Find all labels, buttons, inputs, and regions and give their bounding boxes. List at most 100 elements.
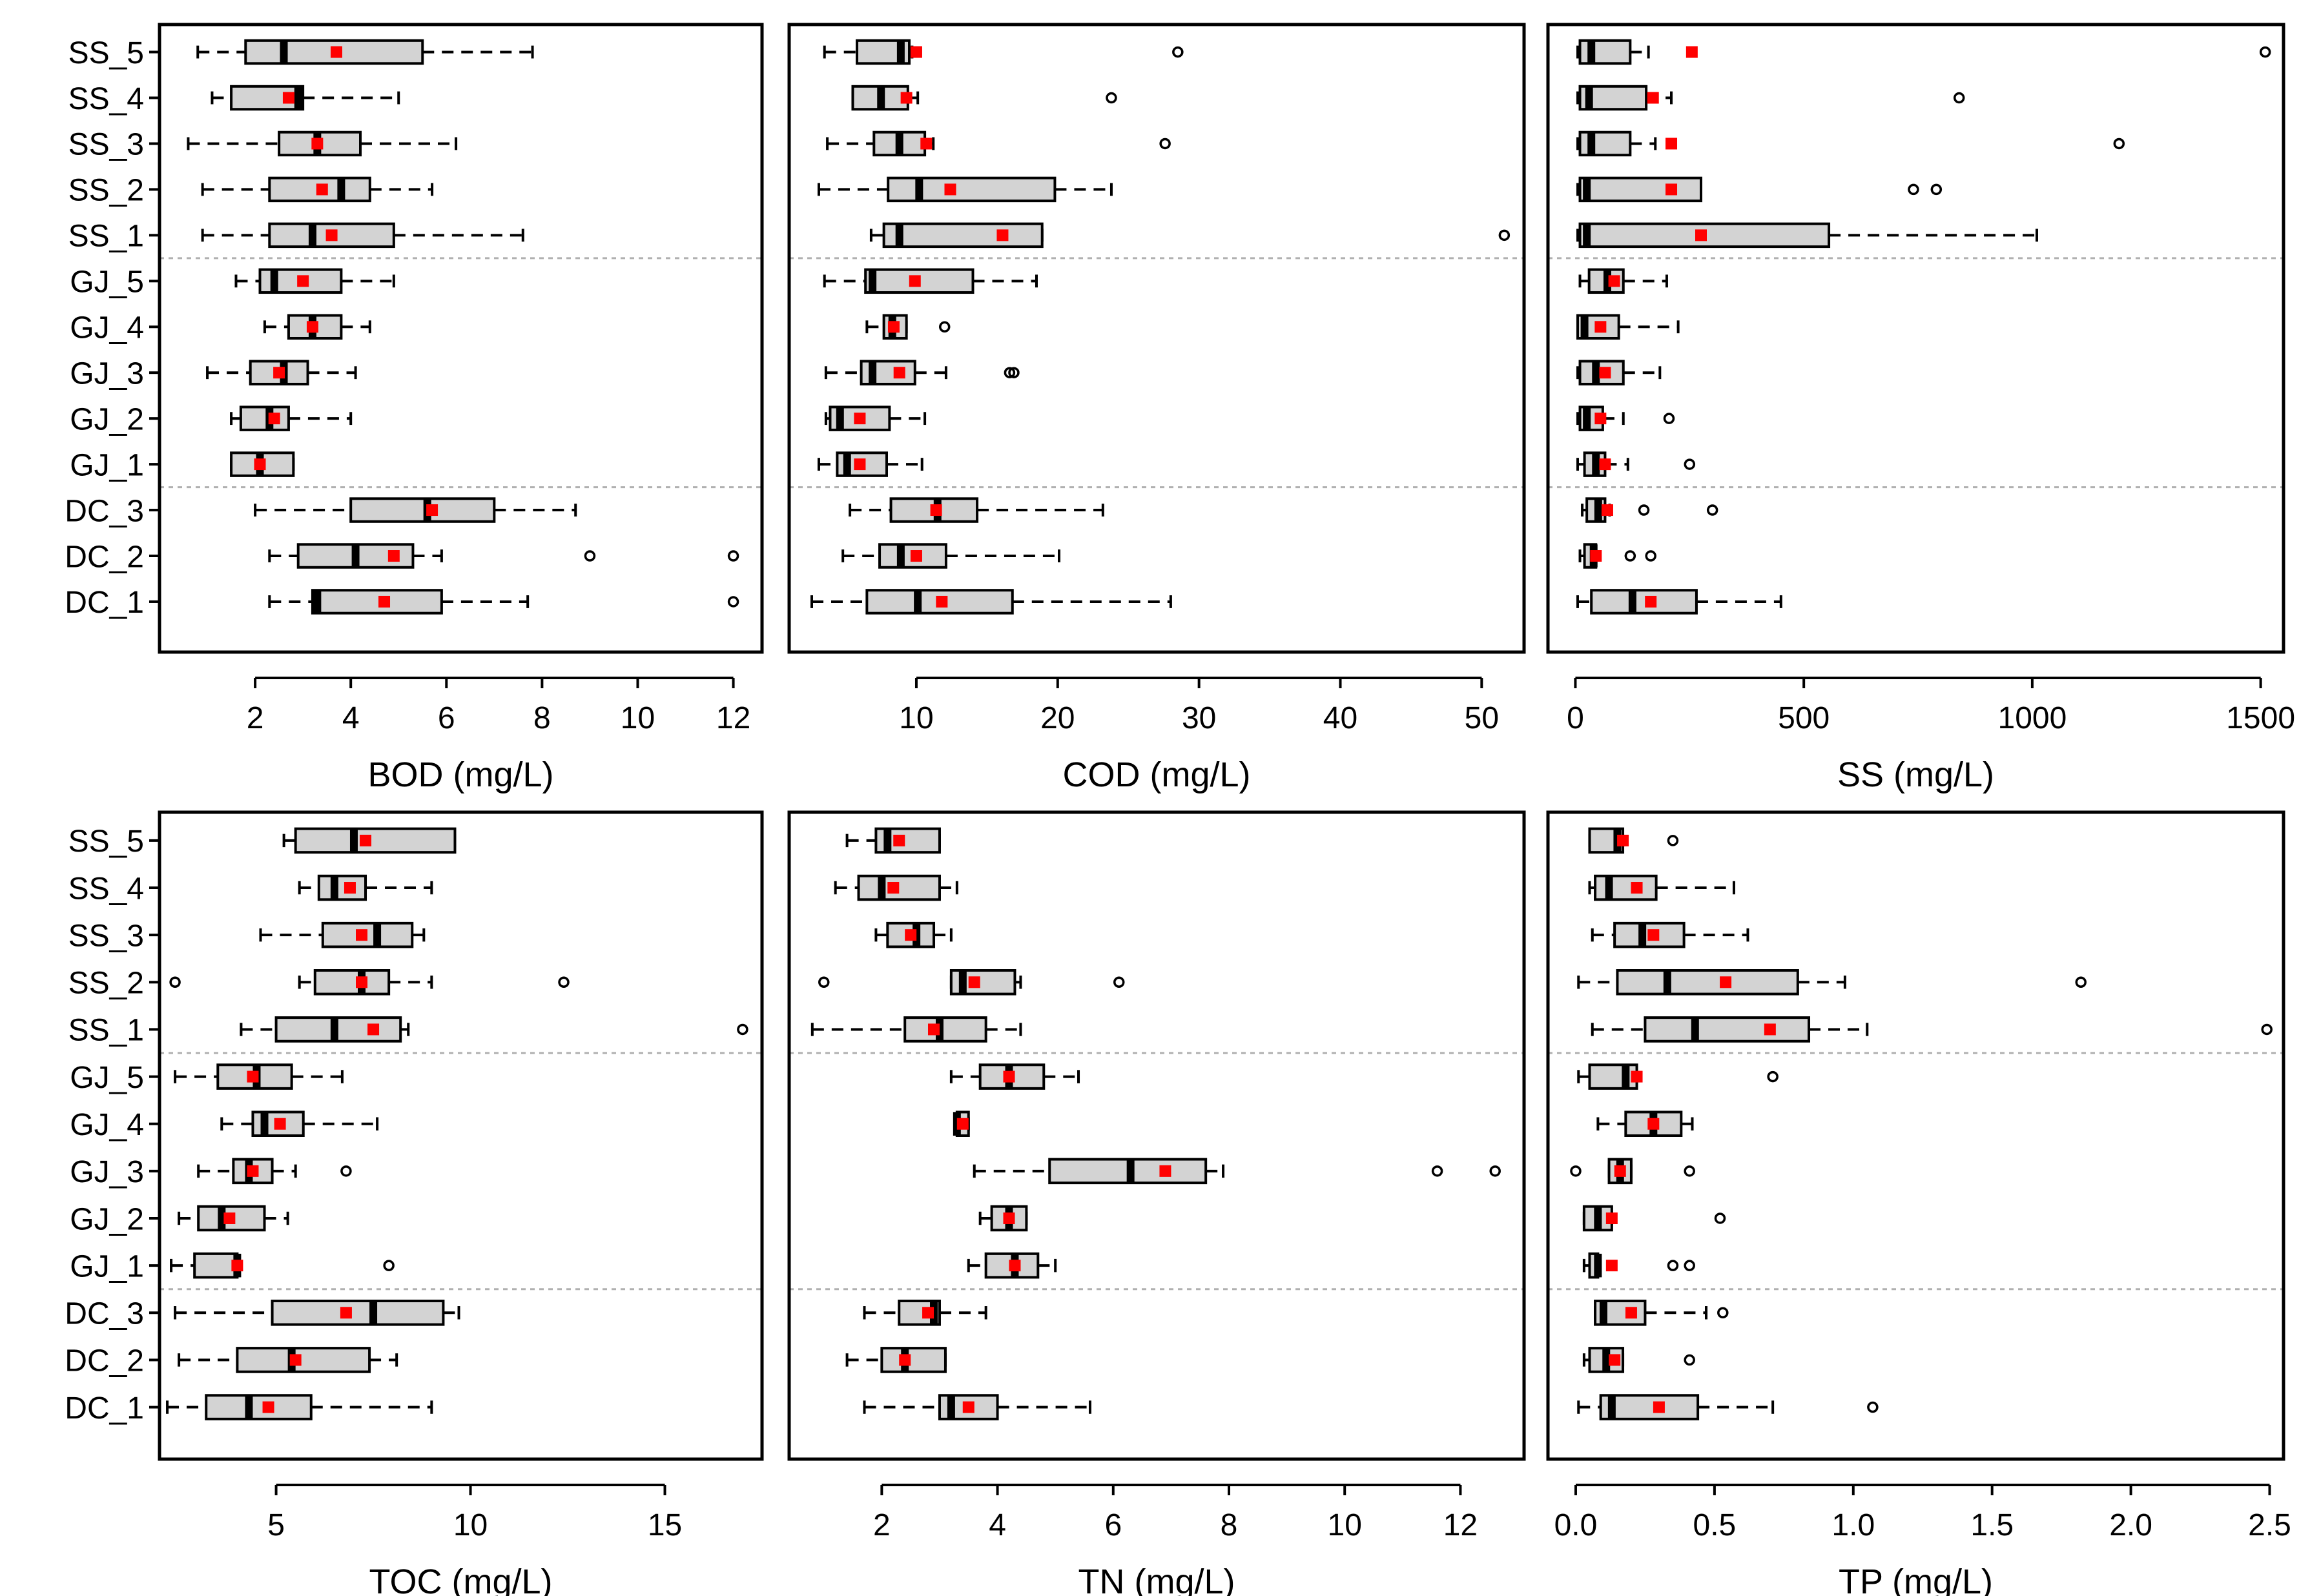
box-bod-gj-2 <box>230 405 353 431</box>
box-ss-gj-2 <box>1576 405 1675 431</box>
box-ss-ss-1 <box>1576 222 2038 249</box>
box-bod-dc-1 <box>268 589 739 615</box>
x-tick-label: 10 <box>899 701 933 735</box>
box-cod-ss-1 <box>869 222 1511 249</box>
box-iqr <box>349 497 496 523</box>
x-tick-label: 15 <box>648 1508 682 1542</box>
y-tick-label: GJ_4 <box>70 311 144 345</box>
mean-marker <box>928 1023 940 1036</box>
box-ss-dc-1 <box>1576 589 1782 615</box>
y-tick-label: SS_4 <box>68 82 144 116</box>
x-tick-label: 4 <box>342 701 360 735</box>
box-tp-ss-3 <box>1591 921 1749 948</box>
y-tick-label: DC_2 <box>65 1344 144 1378</box>
outlier-point <box>1717 1307 1729 1319</box>
x-tick-label: 6 <box>1104 1508 1122 1542</box>
outlier-point <box>727 596 739 608</box>
outlier-point <box>1004 367 1016 378</box>
box-ss-ss-5 <box>1576 39 2271 65</box>
box-tp-gj-4 <box>1596 1110 1694 1138</box>
box-bod-ss-4 <box>211 85 400 111</box>
x-axis-label: SS (mg/L) <box>1837 755 1994 794</box>
box-iqr <box>1578 360 1625 385</box>
box-tp-ss-5 <box>1588 827 1679 854</box>
mean-marker <box>1625 1307 1637 1319</box>
y-tick-label: GJ_1 <box>70 1249 144 1284</box>
mean-marker <box>956 1118 969 1130</box>
box-cod-dc-1 <box>810 589 1172 615</box>
y-tick-label: SS_3 <box>68 128 144 162</box>
box-toc-gj-4 <box>220 1110 379 1138</box>
outlier-point <box>1684 458 1696 470</box>
x-tick-label: 30 <box>1182 701 1216 735</box>
x-tick-label: 40 <box>1323 701 1357 735</box>
box-bod-ss-1 <box>201 222 524 249</box>
y-tick-label: SS_4 <box>68 872 144 906</box>
mean-marker <box>1599 458 1611 471</box>
outlier-point <box>584 550 596 562</box>
mean-marker <box>340 1307 352 1319</box>
y-tick-label: GJ_3 <box>70 1155 144 1189</box>
outlier-point <box>1714 1212 1726 1224</box>
y-tick-label: SS_1 <box>68 220 144 254</box>
box-cod-gj-1 <box>817 451 923 477</box>
box-ss-dc-2 <box>1578 543 1656 569</box>
mean-marker <box>1617 834 1629 846</box>
mean-marker <box>962 1401 975 1413</box>
box-bod-gj-3 <box>206 360 357 385</box>
box-toc-dc-1 <box>166 1394 433 1420</box>
mean-marker <box>247 1070 259 1083</box>
box-cod-ss-5 <box>823 39 1184 65</box>
mean-marker <box>262 1401 274 1413</box>
outlier-point <box>1867 1401 1879 1413</box>
mean-marker <box>426 504 438 517</box>
box-iqr <box>1588 1063 1638 1090</box>
box-iqr <box>317 874 367 901</box>
box-ss-ss-3 <box>1576 130 2125 157</box>
mean-marker <box>905 929 917 941</box>
mean-marker <box>367 1023 380 1036</box>
y-tick-label: SS_2 <box>68 174 144 208</box>
outlier-point <box>1489 1165 1501 1177</box>
box-toc-gj-2 <box>178 1205 289 1232</box>
box-iqr <box>880 1347 947 1373</box>
x-tick-label: 1.0 <box>1831 1508 1875 1542</box>
x-tick-label: 1.5 <box>1970 1508 2014 1542</box>
mean-marker <box>1653 1401 1665 1413</box>
box-tn-ss-1 <box>810 1016 1022 1043</box>
x-axis-label: TN (mg/L) <box>1078 1562 1235 1596</box>
box-iqr <box>1590 589 1698 615</box>
mean-marker <box>1003 1070 1015 1083</box>
outlier-point <box>727 550 739 562</box>
mean-marker <box>910 46 922 58</box>
y-tick-label: GJ_2 <box>70 1202 144 1236</box>
x-tick-label: 5 <box>267 1508 285 1542</box>
outlier-point <box>1663 413 1675 424</box>
box-iqr <box>903 1016 987 1043</box>
x-tick-label: 6 <box>438 701 455 735</box>
box-cod-ss-4 <box>851 85 1117 111</box>
outlier-point <box>1684 1260 1695 1271</box>
panel-frame <box>1546 23 2285 654</box>
box-toc-gj-5 <box>174 1063 344 1090</box>
mean-marker <box>231 1260 243 1272</box>
x-tick-label: 10 <box>621 701 655 735</box>
panel-frame <box>787 23 1526 654</box>
mean-marker <box>344 882 356 894</box>
outlier-point <box>1624 550 1636 562</box>
box-iqr <box>1578 130 1632 157</box>
box-tp-ss-4 <box>1588 874 1735 901</box>
mean-marker <box>1594 413 1607 425</box>
mean-marker <box>1645 595 1657 608</box>
box-tn-ss-4 <box>834 874 958 901</box>
box-ss-gj-3 <box>1576 360 1662 385</box>
box-toc-gj-1 <box>170 1252 395 1279</box>
outlier-point <box>558 976 570 988</box>
x-tick-label: 12 <box>716 701 750 735</box>
box-tn-ss-2 <box>818 969 1125 996</box>
box-cod-dc-2 <box>841 543 1060 569</box>
box-tp-gj-2 <box>1582 1205 1726 1232</box>
mean-marker <box>968 976 980 988</box>
mean-marker <box>1605 1212 1618 1224</box>
